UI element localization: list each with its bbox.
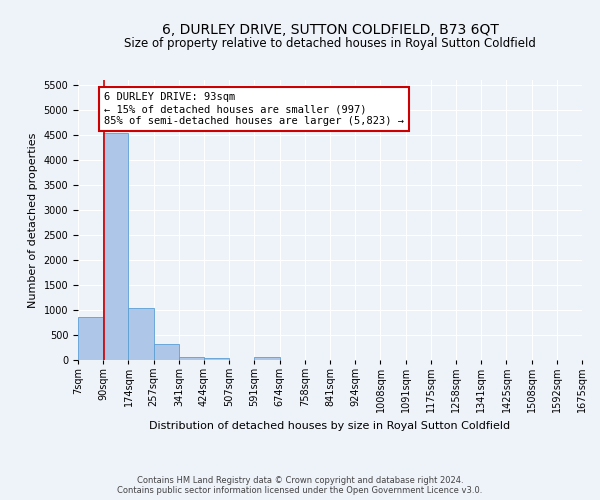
Bar	[128, 308, 154, 360]
Bar	[254, 357, 280, 360]
Text: 6 DURLEY DRIVE: 93sqm
← 15% of detached houses are smaller (997)
85% of semi-det: 6 DURLEY DRIVE: 93sqm ← 15% of detached …	[104, 92, 404, 126]
Y-axis label: Number of detached properties: Number of detached properties	[28, 132, 38, 308]
Bar	[103, 132, 128, 360]
Bar	[179, 357, 204, 360]
Text: Contains HM Land Registry data © Crown copyright and database right 2024.
Contai: Contains HM Land Registry data © Crown c…	[118, 476, 482, 495]
Text: Size of property relative to detached houses in Royal Sutton Coldfield: Size of property relative to detached ho…	[124, 38, 536, 51]
Bar	[154, 344, 179, 360]
Bar	[78, 316, 103, 360]
Text: 6, DURLEY DRIVE, SUTTON COLDFIELD, B73 6QT: 6, DURLEY DRIVE, SUTTON COLDFIELD, B73 6…	[161, 22, 499, 36]
X-axis label: Distribution of detached houses by size in Royal Sutton Coldfield: Distribution of detached houses by size …	[149, 421, 511, 431]
Bar	[204, 358, 229, 360]
